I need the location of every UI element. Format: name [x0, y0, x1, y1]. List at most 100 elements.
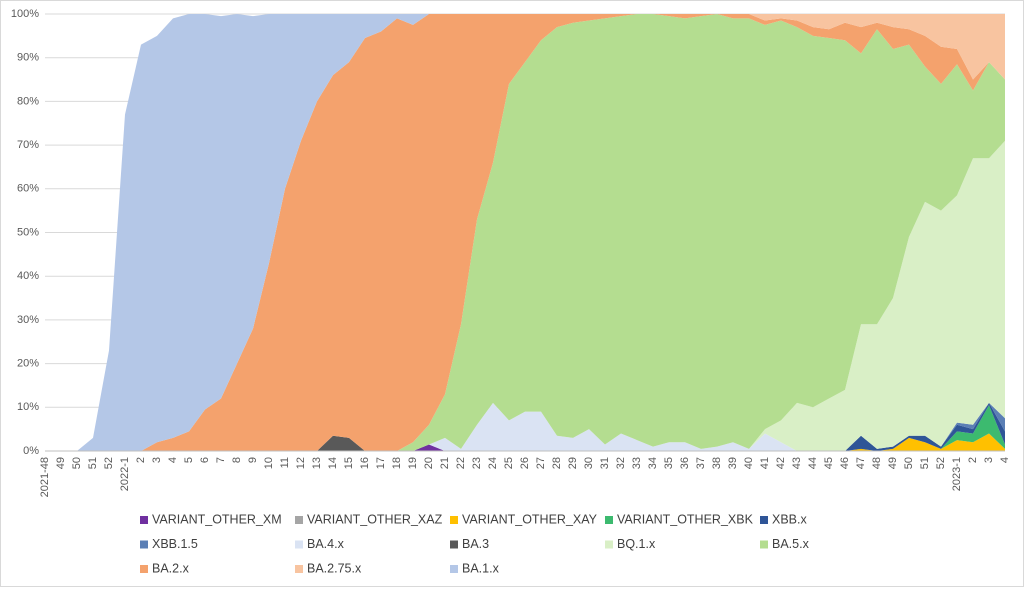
x-tick-label: 32 [615, 457, 627, 469]
x-tick-label: 10 [263, 457, 275, 469]
x-tick-label: 43 [791, 457, 803, 469]
legend-swatch [760, 540, 768, 549]
x-tick-label: 7 [215, 457, 227, 463]
legend-swatch [605, 516, 613, 524]
x-tick-label: 34 [647, 457, 659, 469]
x-tick-label: 18 [391, 457, 403, 469]
x-tick-label: 16 [359, 457, 371, 469]
x-tick-label: 48 [871, 457, 883, 469]
x-tick-label: 8 [231, 457, 243, 463]
x-tick-label: 39 [727, 457, 739, 469]
axes: 0% 10% 20% 30% 40% 50% 60% 70% 80% 90% 100% 2021-48… [11, 8, 1011, 497]
x-tick-label: 28 [551, 457, 563, 469]
legend-swatch [140, 565, 148, 573]
legend-swatch [295, 565, 303, 573]
legend-label: BA.2.x [152, 561, 190, 575]
area [45, 433, 1005, 451]
legend: VARIANT_OTHER_XM VARIANT_OTHER_XAZ VARIANT… [140, 512, 810, 575]
area [45, 14, 1005, 451]
y-tick-label: 50% [17, 226, 39, 238]
legend-swatch [140, 540, 148, 549]
x-tick-label: 50 [71, 457, 83, 469]
x-tick-label: 44 [807, 457, 819, 469]
x-tick-label: 40 [743, 457, 755, 469]
legend-label: BA.3 [462, 537, 489, 551]
x-tick-label: 23 [471, 457, 483, 469]
x-tick-label: 26 [519, 457, 531, 469]
areas [45, 14, 1005, 452]
x-tick-label: 5 [183, 457, 195, 463]
legend-swatch [450, 516, 458, 524]
legend-label: BA.4.x [307, 537, 345, 551]
x-tick-label: 4 [167, 457, 179, 463]
x-tick-label: 52 [935, 457, 947, 469]
y-tick-label: 100% [11, 8, 39, 20]
x-tick-label: 17 [375, 457, 387, 469]
legend-label: XBB.x [772, 512, 807, 526]
x-tick-label: 12 [295, 457, 307, 469]
legend-swatch [760, 516, 768, 524]
legend-label: BA.5.x [772, 537, 810, 551]
x-tick-label: 47 [855, 457, 867, 469]
legend-label: VARIANT_OTHER_XM [152, 512, 282, 526]
x-tick-label: 11 [279, 457, 291, 468]
legend-label: XBB.1.5 [152, 537, 198, 551]
x-tick-label: 37 [695, 457, 707, 469]
legend-label: VARIANT_OTHER_XAY [462, 512, 598, 526]
y-tick-label: 0% [23, 445, 39, 457]
x-tick-label: 45 [823, 457, 835, 469]
x-tick-label: 38 [711, 457, 723, 469]
x-tick-label: 51 [87, 457, 99, 469]
x-tick-label: 30 [583, 457, 595, 469]
y-tick-label: 30% [17, 314, 39, 326]
x-tick-label: 3 [983, 457, 995, 463]
x-tick-label: 2 [967, 457, 979, 463]
legend-swatch [450, 540, 458, 549]
x-tick-label: 15 [343, 457, 355, 469]
x-tick-label: 21 [439, 457, 451, 469]
x-tick-label: 25 [503, 457, 515, 469]
legend-swatch [295, 516, 303, 524]
legend-label: BA.2.75.x [307, 561, 362, 575]
y-tick-label: 40% [17, 270, 39, 282]
x-tick-label: 4 [999, 457, 1011, 463]
legend-swatch [450, 565, 458, 573]
x-tick-label: 27 [535, 457, 547, 469]
area [45, 14, 1005, 451]
x-tick-label: 49 [55, 457, 67, 469]
x-tick-label: 52 [103, 457, 115, 469]
x-tick-label: 35 [663, 457, 675, 469]
x-tick-label: 36 [679, 457, 691, 469]
legend-swatch [295, 540, 303, 549]
x-tick-label: 42 [775, 457, 787, 469]
x-tick-label: 6 [199, 457, 211, 463]
x-tick-label: 24 [487, 457, 499, 469]
x-tick-label: 13 [311, 457, 323, 469]
x-tick-label: 20 [423, 457, 435, 469]
legend-swatch [605, 540, 613, 549]
x-tick-label: 41 [759, 457, 771, 469]
area [45, 14, 1005, 451]
x-tick-label: 2023-1 [951, 457, 963, 491]
y-tick-label: 60% [17, 183, 39, 195]
x-tick-label: 2022-1 [119, 457, 131, 491]
x-tick-label: 29 [567, 457, 579, 469]
y-tick-label: 80% [17, 95, 39, 107]
x-tick-label: 31 [599, 457, 611, 469]
y-tick-label: 10% [17, 401, 39, 413]
x-tick-label: 50 [903, 457, 915, 469]
x-tick-label: 2 [135, 457, 147, 463]
x-tick-label: 33 [631, 457, 643, 469]
legend-label: VARIANT_OTHER_XAZ [307, 512, 443, 526]
y-tick-label: 90% [17, 52, 39, 64]
legend-label: BA.1.x [462, 561, 500, 575]
x-tick-label: 51 [919, 457, 931, 469]
y-tick-label: 70% [17, 139, 39, 151]
x-tick-label: 9 [247, 457, 259, 463]
legend-label: VARIANT_OTHER_XBK [617, 512, 754, 526]
x-tick-label: 3 [151, 457, 163, 463]
x-tick-label: 19 [407, 457, 419, 469]
x-tick-label: 14 [327, 457, 339, 469]
x-tick-label: 49 [887, 457, 899, 469]
y-tick-label: 20% [17, 358, 39, 370]
